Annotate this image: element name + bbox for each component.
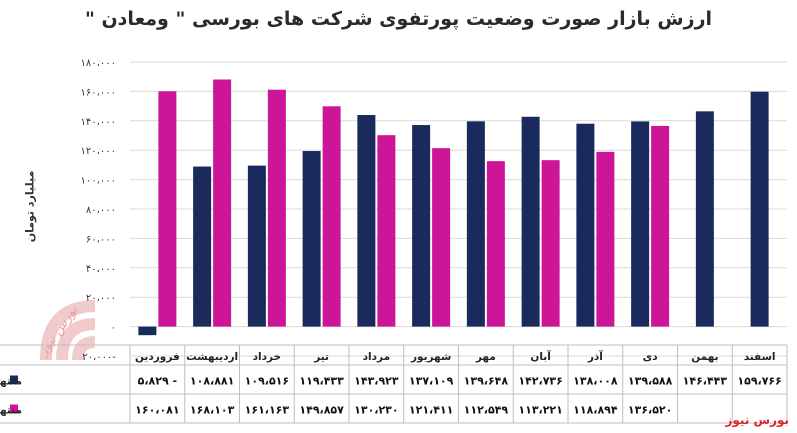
- data-label: ۱۶۸،۱۰۳: [190, 404, 235, 417]
- data-label: ۱۱۳،۲۲۱: [518, 404, 562, 417]
- x-category-label: مرداد: [363, 351, 390, 363]
- bar-series-1400: [521, 116, 540, 327]
- data-label: ۵،۸۲۹ -: [138, 375, 177, 388]
- x-category-label: آذر: [587, 350, 603, 363]
- bar-series-1400: [631, 121, 650, 327]
- data-label: ۱۳۹،۵۸۸: [628, 375, 673, 388]
- x-category-label: اسفند: [744, 351, 776, 363]
- data-label: ۱۳۰،۲۳۰: [354, 404, 398, 417]
- chart-title: ارزش بازار صورت وضعیت پورتفوی شرکت های ب…: [84, 8, 713, 30]
- data-label: ۱۳۸،۰۰۸: [573, 375, 618, 388]
- data-label: ۱۳۹،۶۴۸: [464, 375, 509, 388]
- data-label: ۱۱۸،۸۹۴: [573, 404, 618, 417]
- x-category-label: تیر: [313, 351, 329, 363]
- y-tick-label: ۱۰۰،۰۰۰: [81, 176, 116, 187]
- x-category-label: فروردین: [135, 351, 180, 363]
- data-label: ۱۶۱،۱۶۳: [245, 404, 290, 417]
- bar-series-1400: [138, 326, 157, 336]
- y-tick-label: ۴۰،۰۰۰: [86, 264, 116, 275]
- data-label: ۱۵۹،۷۶۶: [737, 375, 781, 388]
- data-label: ۱۰۹،۵۱۶: [245, 375, 289, 388]
- bar-series-1400: [576, 123, 595, 327]
- bar-series-1401: [213, 79, 232, 327]
- x-category-label: مهر: [475, 351, 496, 363]
- bar-series-1401: [596, 151, 615, 327]
- bar-series-1401: [432, 148, 451, 327]
- bar-series-1400: [466, 121, 485, 327]
- y-tick-label: ۶۰،۰۰۰: [86, 234, 116, 245]
- legend-swatch: [10, 404, 18, 413]
- y-tick-label: ۸۰،۰۰۰: [86, 205, 116, 216]
- x-category-label: دی: [643, 351, 659, 363]
- x-category-label: اردیبهشت: [186, 351, 238, 363]
- data-label: ۱۴۶،۴۴۳: [683, 375, 728, 388]
- legend-series-name: منتهی به اسفند ۱۴۰۰: [0, 376, 22, 388]
- watermark-logo-icon: [40, 300, 95, 360]
- x-category-label: شهریور: [410, 351, 451, 363]
- legend-series-name: منتهی به اسفند ۱۴۰۱: [0, 405, 22, 417]
- bar-series-1401: [651, 125, 670, 327]
- data-label: ۱۲۱،۴۱۱: [409, 404, 453, 417]
- y-tick-label: ۱۶۰،۰۰۰: [81, 87, 116, 98]
- x-category-label: خرداد: [253, 351, 281, 363]
- bar-series-1400: [193, 166, 212, 327]
- y-tick-label: ۱۴۰،۰۰۰: [81, 117, 116, 128]
- bar-series-1400: [247, 165, 266, 327]
- bar-series-1400: [412, 125, 431, 327]
- data-label: ۱۳۷،۱۰۹: [409, 375, 454, 388]
- data-label: ۱۶۰،۰۸۱: [135, 404, 179, 417]
- x-category-label: بهمن: [691, 351, 718, 363]
- data-label: ۱۴۲،۷۳۶: [518, 375, 562, 388]
- bar-series-1400: [750, 91, 769, 327]
- data-label: ۱۳۶،۵۲۰: [628, 404, 672, 417]
- y-tick-label: ۰: [111, 323, 116, 334]
- bar-series-1400: [357, 115, 376, 327]
- bar-series-1401: [541, 160, 560, 327]
- brand-label: بورس نیوز: [725, 413, 789, 427]
- data-label: ۱۴۹،۸۵۷: [299, 404, 344, 417]
- data-label: ۱۴۳،۹۲۳: [354, 375, 399, 388]
- data-label: ۱۱۹،۴۳۳: [299, 375, 344, 388]
- y-tick-label: ۲۰،۰۰۰-: [82, 352, 116, 363]
- bar-series-1400: [695, 111, 714, 327]
- bar-series-1401: [267, 89, 286, 327]
- y-tick-label: ۲۰،۰۰۰: [86, 293, 116, 304]
- bar-series-1401: [158, 91, 177, 327]
- bar-series-1401: [486, 161, 505, 327]
- x-category-label: آبان: [530, 350, 551, 363]
- data-label: ۱۱۲،۵۴۹: [464, 404, 509, 417]
- bar-series-1400: [302, 151, 321, 327]
- bar-series-1401: [322, 106, 341, 327]
- y-tick-label: ۱۸۰،۰۰۰: [81, 58, 116, 69]
- data-label: ۱۰۸،۸۸۱: [190, 375, 234, 388]
- legend-swatch: [10, 375, 18, 384]
- bar-series-1401: [377, 135, 396, 327]
- y-tick-label: ۱۲۰،۰۰۰: [81, 146, 116, 157]
